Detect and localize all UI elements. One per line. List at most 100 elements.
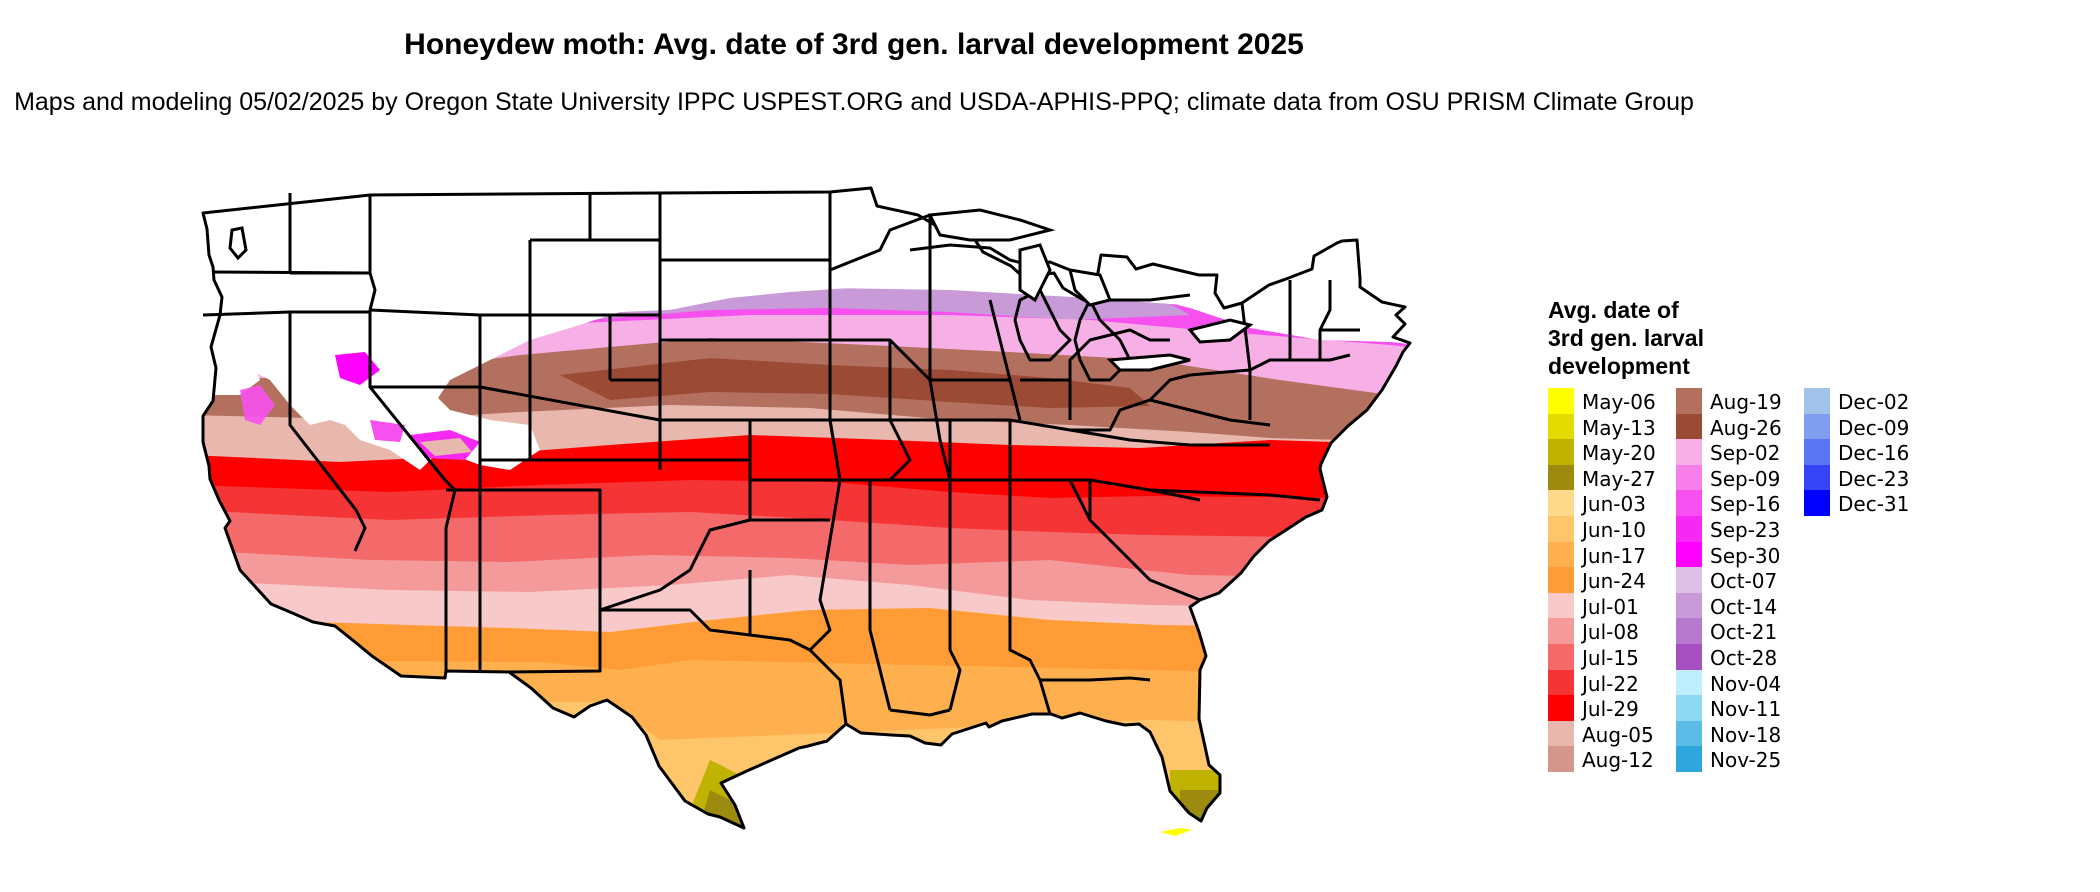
us-map <box>201 186 1412 836</box>
legend-label: Nov-11 <box>1710 697 1782 722</box>
legend-item: Sep-23 <box>1676 515 1808 542</box>
legend-swatch <box>1676 541 1702 568</box>
legend-item: May-27 <box>1548 464 1680 491</box>
legend-label: Jun-10 <box>1582 517 1646 542</box>
legend-label: May-20 <box>1582 441 1656 466</box>
legend-swatch <box>1676 720 1702 747</box>
legend-item: Oct-14 <box>1676 592 1808 619</box>
legend-label: Sep-09 <box>1710 466 1781 491</box>
legend-label: Aug-05 <box>1582 722 1654 747</box>
legend-item: Jun-10 <box>1548 515 1680 542</box>
legend-swatch <box>1548 567 1574 593</box>
map-subtitle: Maps and modeling 05/02/2025 by Oregon S… <box>14 88 1694 116</box>
legend-label: Dec-23 <box>1838 466 1910 491</box>
legend-swatch <box>1676 669 1702 696</box>
legend-swatch <box>1676 490 1702 516</box>
legend-swatch <box>1548 746 1574 772</box>
legend-item: Dec-31 <box>1804 490 1936 516</box>
legend-swatch <box>1548 413 1574 440</box>
legend-item: Dec-02 <box>1804 388 1936 414</box>
legend-label: Jul-22 <box>1582 671 1639 696</box>
legend-item: Nov-25 <box>1676 746 1808 772</box>
legend-item: Sep-30 <box>1676 541 1808 568</box>
legend-swatch <box>1676 695 1702 721</box>
legend-swatch <box>1548 618 1574 644</box>
legend-item: Aug-05 <box>1548 720 1680 747</box>
legend-label: Aug-19 <box>1710 390 1782 414</box>
legend-label: Aug-12 <box>1582 748 1654 773</box>
legend-item: Oct-21 <box>1676 618 1808 644</box>
legend-item: Aug-19 <box>1676 388 1808 414</box>
legend-label: May-13 <box>1582 415 1656 440</box>
legend-label: Oct-21 <box>1710 620 1778 645</box>
legend-label: Nov-18 <box>1710 722 1782 747</box>
legend-swatch <box>1548 695 1574 721</box>
legend-swatch <box>1676 618 1702 644</box>
legend-item: Jun-03 <box>1548 490 1680 516</box>
legend-item: Dec-16 <box>1804 439 1936 465</box>
legend-swatch <box>1548 464 1574 491</box>
legend-swatch <box>1676 413 1702 440</box>
legend-item: Aug-26 <box>1676 413 1808 440</box>
legend-label: Jul-08 <box>1582 620 1639 645</box>
legend-label: Sep-02 <box>1710 441 1781 466</box>
legend-label: Nov-04 <box>1710 671 1782 696</box>
legend-label: Jun-17 <box>1582 543 1646 568</box>
legend-label: Aug-26 <box>1710 415 1782 440</box>
legend-swatch <box>1804 490 1830 516</box>
legend-item: Nov-18 <box>1676 720 1808 747</box>
map-title: Honeydew moth: Avg. date of 3rd gen. lar… <box>404 28 1304 61</box>
legend-item: Jul-01 <box>1548 592 1680 619</box>
legend-item: Jun-24 <box>1548 567 1680 593</box>
legend-label: Dec-09 <box>1838 415 1910 440</box>
legend-label: Jun-03 <box>1582 492 1646 517</box>
legend-swatch <box>1548 669 1574 696</box>
legend-swatch <box>1804 413 1830 440</box>
legend-item: Jul-22 <box>1548 669 1680 696</box>
legend-label: Sep-30 <box>1710 543 1781 568</box>
legend-swatch <box>1548 643 1574 670</box>
legend-swatch <box>1548 515 1574 542</box>
legend-column: May-06 May-13 May-20 May-27 Jun-03 Jun-10 Jun-… <box>1548 388 1680 772</box>
legend-item: Jul-29 <box>1548 695 1680 721</box>
legend-item: Nov-11 <box>1676 695 1808 721</box>
legend-column: Aug-19 Aug-26 Sep-02 Sep-09 Sep-16 Sep-23 Sep-… <box>1676 388 1808 772</box>
legend-swatch <box>1676 515 1702 542</box>
legend-label: Jul-29 <box>1582 697 1639 722</box>
legend-label: Dec-16 <box>1838 441 1910 466</box>
legend-label: Jun-24 <box>1582 569 1646 594</box>
legend-swatch <box>1548 439 1574 465</box>
legend-item: Sep-02 <box>1676 439 1808 465</box>
legend-swatch <box>1676 592 1702 619</box>
legend-swatch <box>1676 746 1702 772</box>
legend-item: Jun-17 <box>1548 541 1680 568</box>
legend-swatch <box>1548 720 1574 747</box>
legend-swatch <box>1676 439 1702 465</box>
legend-swatch <box>1804 464 1830 491</box>
legend-label: Oct-07 <box>1710 569 1778 594</box>
legend-item: May-20 <box>1548 439 1680 465</box>
legend-swatch <box>1676 464 1702 491</box>
legend-title: Avg. date of 3rd gen. larval development <box>1548 297 1704 379</box>
legend-item: Dec-09 <box>1804 413 1936 440</box>
legend-item: Oct-28 <box>1676 643 1808 670</box>
legend-label: Sep-23 <box>1710 517 1781 542</box>
legend-swatch <box>1676 388 1702 414</box>
legend-label: Dec-31 <box>1838 492 1910 517</box>
legend-item: May-06 <box>1548 388 1680 414</box>
legend-label: Sep-16 <box>1710 492 1781 517</box>
legend-label: Dec-02 <box>1838 390 1910 414</box>
legend-label: May-27 <box>1582 466 1656 491</box>
legend-swatch <box>1548 490 1574 516</box>
legend-item: Dec-23 <box>1804 464 1936 491</box>
legend-swatch <box>1804 439 1830 465</box>
legend-label: Oct-14 <box>1710 594 1778 619</box>
legend-swatch <box>1548 541 1574 568</box>
legend-swatch <box>1548 388 1574 414</box>
legend-item: Aug-12 <box>1548 746 1680 772</box>
legend-swatch <box>1548 592 1574 619</box>
legend-item: Oct-07 <box>1676 567 1808 593</box>
legend-swatch <box>1804 388 1830 414</box>
legend-column: Dec-02 Dec-09 Dec-16 Dec-23 Dec-31 <box>1804 388 1936 516</box>
legend-item: Jul-15 <box>1548 643 1680 670</box>
